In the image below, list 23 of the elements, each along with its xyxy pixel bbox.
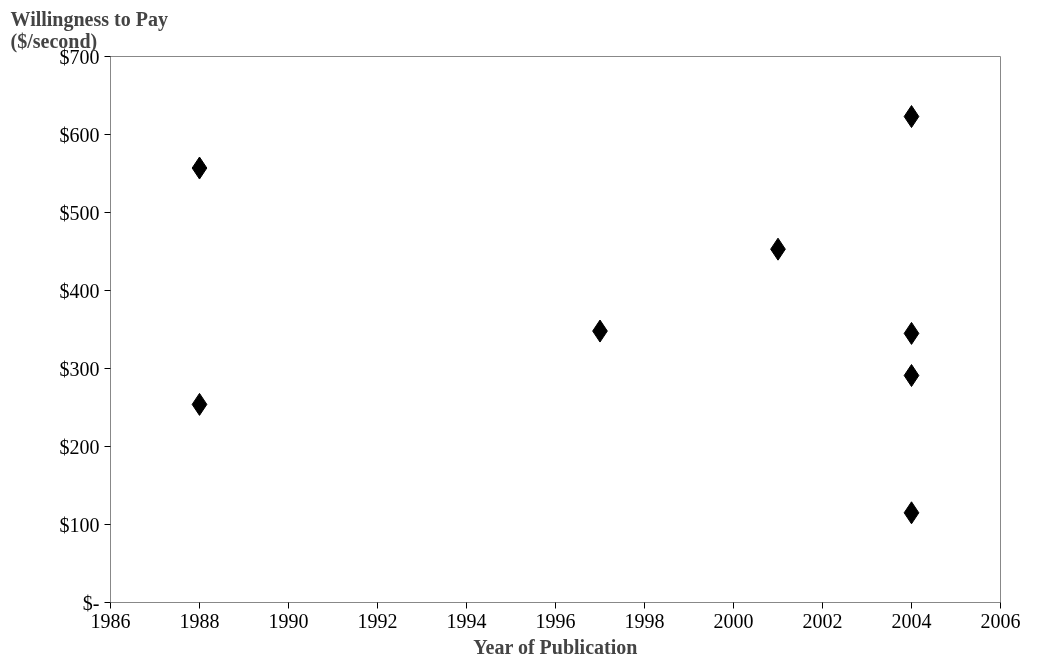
point: [903, 364, 920, 388]
x-tick-label: 1992: [357, 609, 398, 632]
x-tick-label: 1998: [624, 609, 665, 632]
x-tick-label: 2002: [802, 609, 843, 632]
x-tick-label: 1996: [535, 609, 576, 632]
point: [191, 392, 208, 416]
x-tick-label: 2006: [980, 609, 1021, 632]
x-tick-label: 1990: [268, 609, 309, 632]
point: [903, 321, 920, 345]
x-tick-label: 1994: [446, 609, 487, 632]
y-tick-label: $300: [59, 357, 100, 380]
point: [903, 501, 920, 525]
y-tick-label: $200: [59, 435, 100, 458]
y-tick-label: $400: [59, 279, 100, 302]
x-axis-title: Year of Publication: [473, 635, 638, 658]
x-tick-label: 1988: [179, 609, 220, 632]
y-tick-label: $500: [59, 201, 100, 224]
y-tick-label: $600: [59, 123, 100, 146]
point: [191, 156, 208, 180]
point: [903, 105, 920, 129]
x-tick-label: 2004: [891, 609, 932, 632]
x-tick-label: 2000: [713, 609, 754, 632]
y-tick-label: $100: [59, 513, 100, 536]
